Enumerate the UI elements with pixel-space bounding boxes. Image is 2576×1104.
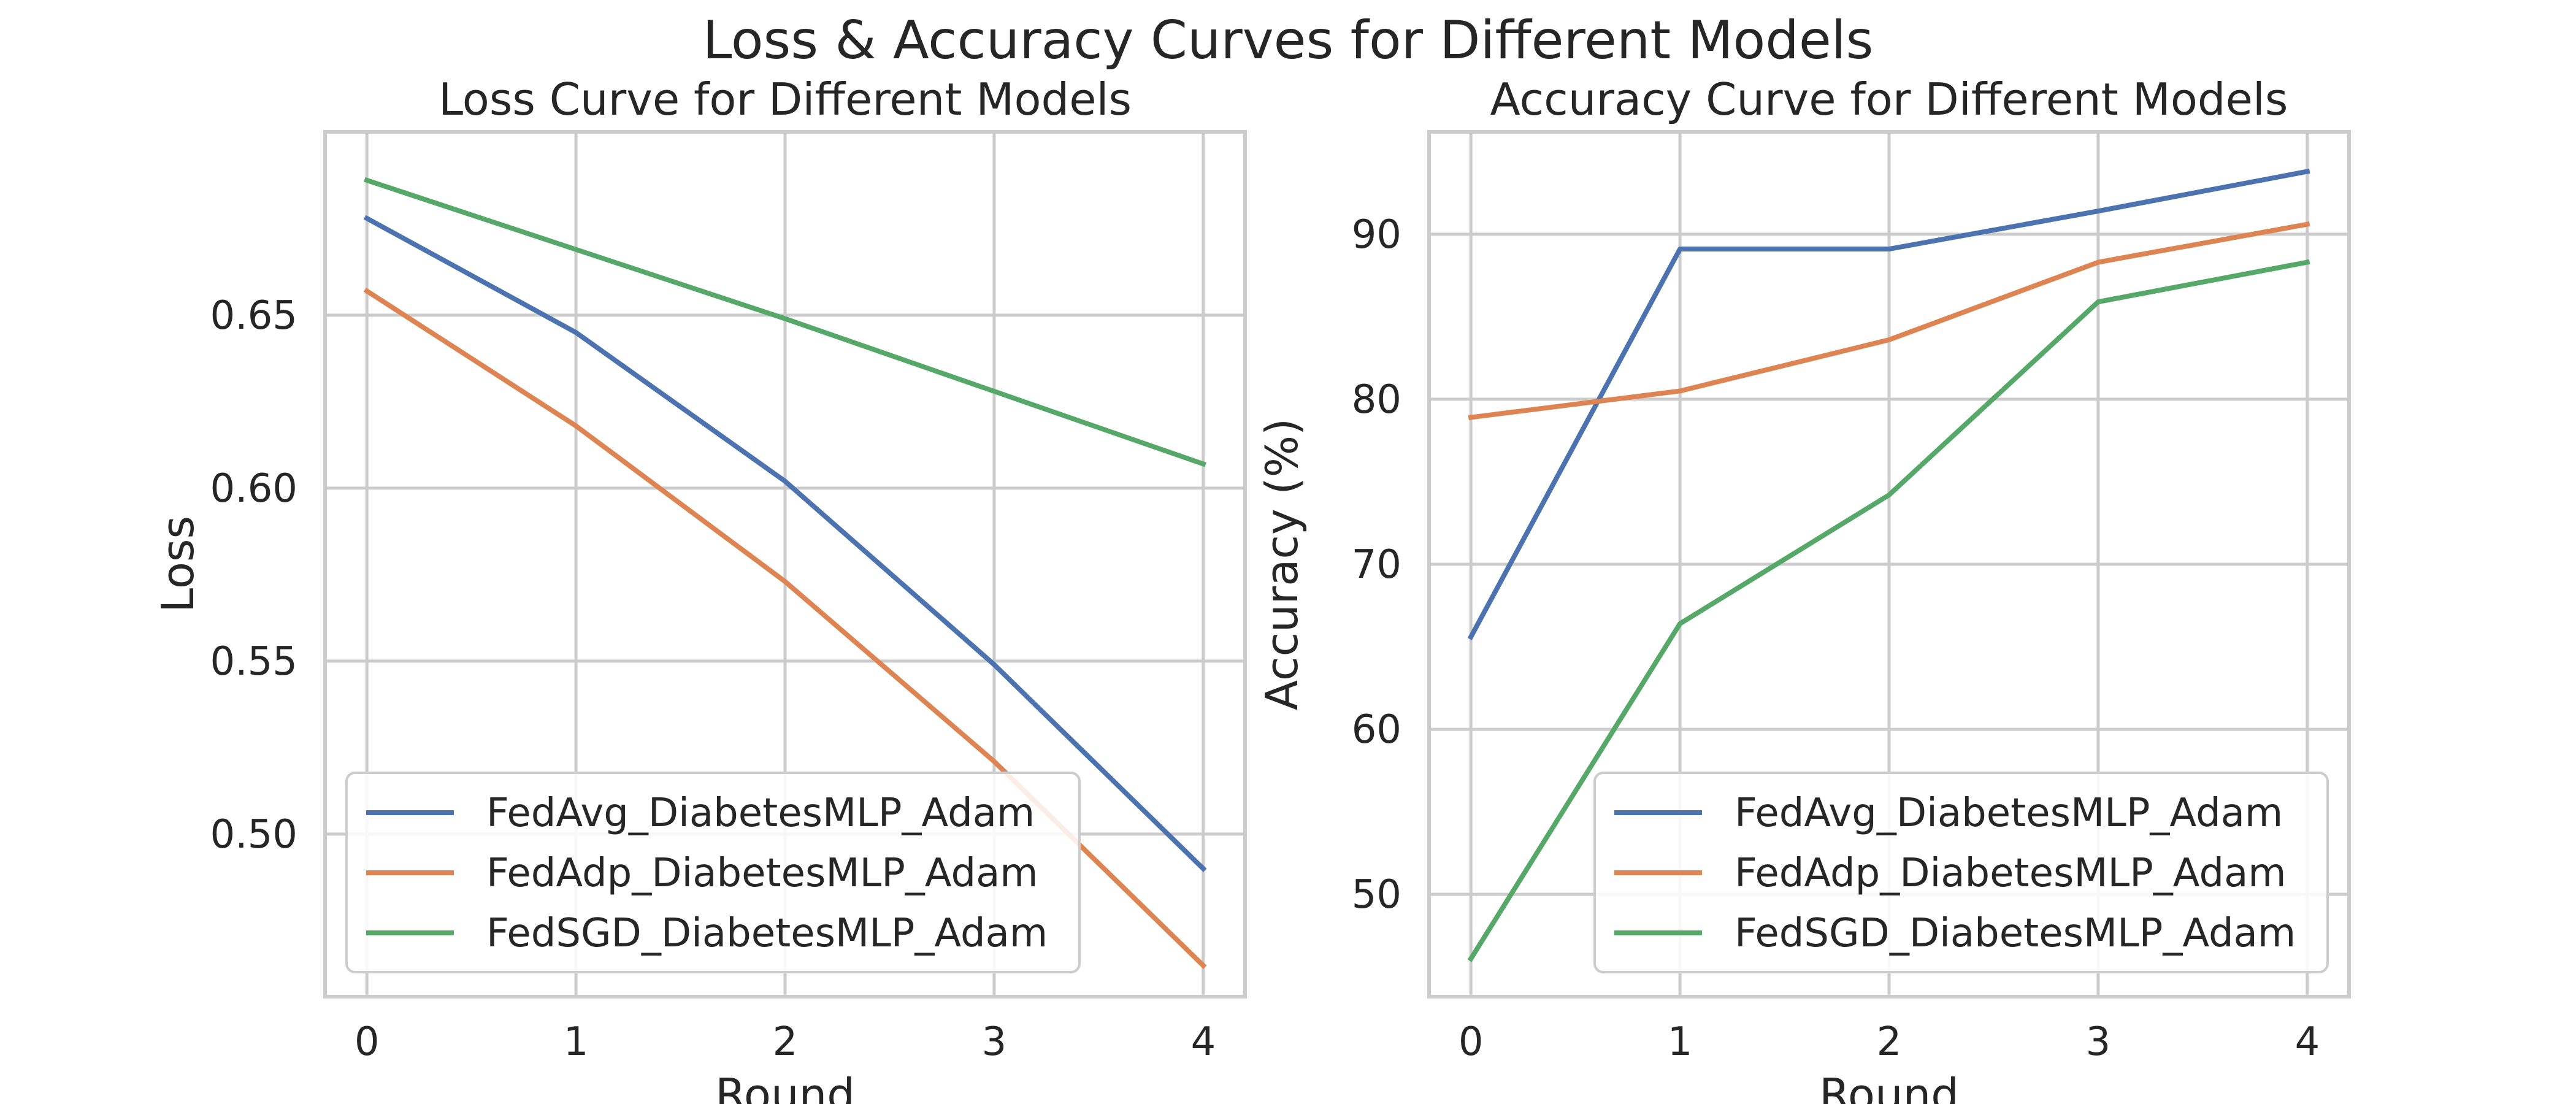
accuracy-chart-y-tick-label: 50 <box>1352 872 1401 918</box>
loss-chart-y-axis-label: Loss <box>152 516 204 613</box>
loss-chart-series-line-1 <box>363 215 1207 872</box>
loss-chart-title: Loss Curve for Different Models <box>439 74 1132 125</box>
accuracy-chart-y-tick-label: 70 <box>1352 542 1401 588</box>
accuracy-chart-x-axis-label: Round <box>1819 1069 1959 1104</box>
accuracy-chart-y-tick-label: 80 <box>1352 377 1401 423</box>
accuracy-chart-x-tick-label: 3 <box>2086 1019 2111 1065</box>
accuracy-chart-series-line-1 <box>1467 168 2310 640</box>
loss-chart-legend-label-2: FedAdp_DiabetesMLP_Adam <box>486 851 1038 896</box>
loss-chart-y-tick-label: 0.65 <box>210 293 298 339</box>
loss-chart-x-tick-label: 3 <box>982 1019 1007 1065</box>
accuracy-chart-x-tick-label: 1 <box>1668 1019 1693 1065</box>
loss-chart: Loss Curve for Different Models Round Lo… <box>152 74 1247 1104</box>
loss-chart-x-tick-label: 1 <box>564 1019 589 1065</box>
accuracy-chart-x-tick-label: 0 <box>1459 1019 1484 1065</box>
loss-chart-x-tick-label: 2 <box>773 1019 798 1065</box>
loss-chart-y-tick-label: 0.50 <box>210 812 298 857</box>
accuracy-chart-x-tick-label: 2 <box>1877 1019 1902 1065</box>
loss-chart-x-tick-label: 0 <box>355 1019 380 1065</box>
accuracy-chart-legend-box <box>1593 772 2329 973</box>
accuracy-chart-y-tick-label: 90 <box>1352 212 1401 258</box>
accuracy-chart-legend-label-3: FedSGD_DiabetesMLP_Adam <box>1735 911 2296 956</box>
accuracy-chart-y-tick-label: 60 <box>1352 707 1401 753</box>
accuracy-chart-series-line-2 <box>1468 221 2310 420</box>
loss-chart-y-tick-label: 0.55 <box>210 639 298 684</box>
loss-chart-frame <box>323 130 1247 999</box>
accuracy-chart-y-axis-label: Accuracy (%) <box>1256 418 1308 710</box>
figure-suptitle: Loss & Accuracy Curves for Different Mod… <box>702 10 1873 71</box>
accuracy-chart-legend-label-2: FedAdp_DiabetesMLP_Adam <box>1735 851 2287 896</box>
accuracy-chart: Accuracy Curve for Different Models Roun… <box>1256 74 2351 1104</box>
loss-chart-y-tick-label: 0.60 <box>210 466 298 512</box>
loss-chart-legend-label-3: FedSGD_DiabetesMLP_Adam <box>486 911 1048 956</box>
accuracy-chart-title: Accuracy Curve for Different Models <box>1490 74 2288 125</box>
accuracy-chart-legend: FedAvg_DiabetesMLP_Adam FedAdp_DiabetesML… <box>1593 772 2329 973</box>
loss-chart-x-tick-label: 4 <box>1190 1019 1216 1065</box>
accuracy-chart-x-tick-label: 4 <box>2294 1019 2320 1065</box>
loss-chart-x-axis-label: Round <box>715 1069 855 1104</box>
loss-chart-legend: FedAvg_DiabetesMLP_Adam FedAdp_DiabetesML… <box>345 772 1081 973</box>
loss-chart-legend-label-1: FedAvg_DiabetesMLP_Adam <box>486 791 1035 836</box>
accuracy-chart-frame <box>1427 130 2351 999</box>
loss-chart-series-line-3 <box>364 177 1206 467</box>
loss-chart-legend-box <box>345 772 1081 973</box>
accuracy-chart-legend-label-1: FedAvg_DiabetesMLP_Adam <box>1735 791 2283 836</box>
accuracy-chart-series-line-3 <box>1467 259 2310 962</box>
